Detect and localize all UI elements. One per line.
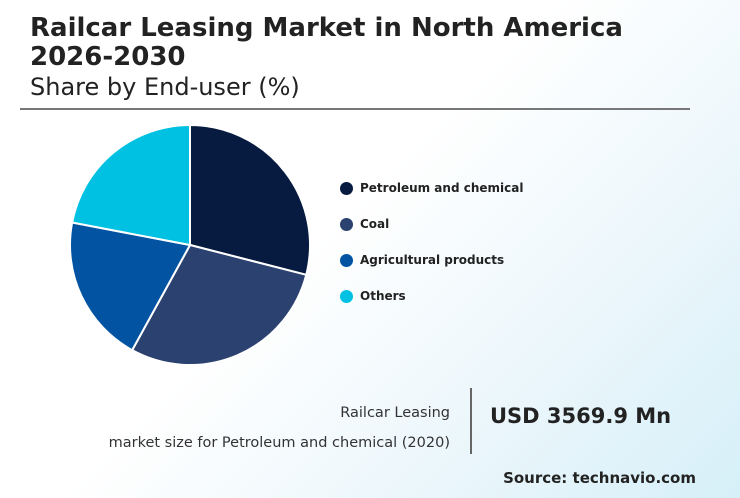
title-divider (20, 108, 690, 110)
legend-label: Coal (360, 217, 390, 231)
pie-chart (69, 123, 311, 366)
legend-swatch (340, 181, 353, 195)
pie-slice-others (70, 123, 191, 247)
pie-slice-coal (130, 243, 308, 366)
chart-legend: Petroleum and chemical Coal Agricultural p… (340, 170, 523, 314)
caption-divider (470, 388, 472, 454)
chart-subtitle: Share by End-user (%) (30, 73, 300, 101)
legend-label: Petroleum and chemical (360, 181, 524, 195)
legend-swatch (340, 289, 353, 303)
pie-slice-agricultural-products (69, 221, 192, 352)
caption-line-1: Railcar Leasing (340, 405, 450, 421)
legend-swatch (340, 217, 353, 231)
legend-label: Agricultural products (360, 253, 505, 267)
legend-label: Others (360, 289, 406, 303)
legend-swatch (340, 253, 353, 267)
legend-item: Petroleum and chemical (340, 170, 523, 206)
market-size-caption: Railcar Leasing market size for Petroleu… (109, 398, 450, 458)
pie-slice-petroleum-and-chemical (189, 123, 311, 277)
caption-line-2: market size for Petroleum and chemical (… (108, 435, 450, 451)
legend-item: Coal (340, 206, 523, 242)
legend-item: Agricultural products (340, 242, 523, 278)
chart-title: Railcar Leasing Market in North America … (30, 13, 623, 72)
source-credit: Source: technavio.com (503, 469, 696, 487)
market-size-value: USD 3569.9 Mn (490, 404, 672, 428)
legend-item: Others (340, 278, 523, 314)
